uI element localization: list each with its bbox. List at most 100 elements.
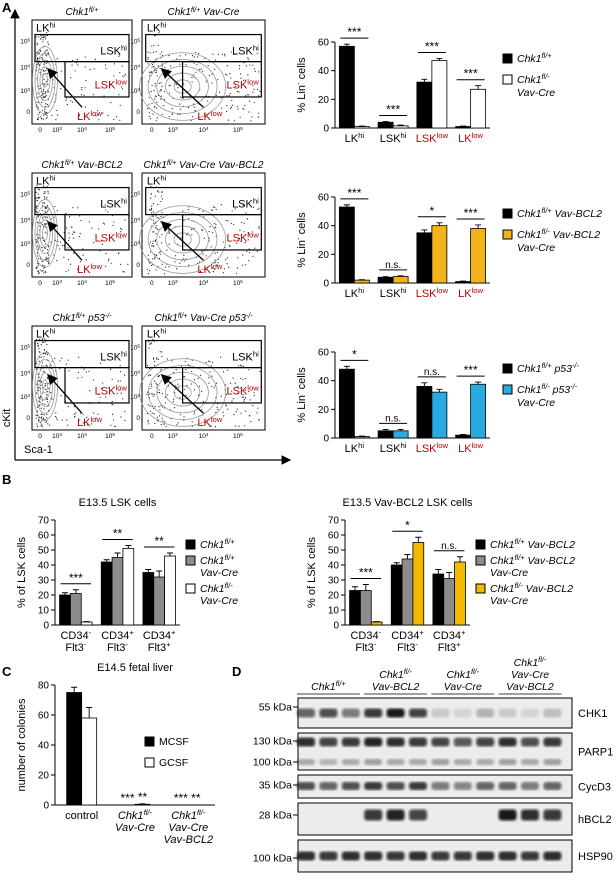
legend-label-part: Vav-Cre (200, 595, 238, 607)
x-tick-label-part: 3 (175, 279, 178, 284)
event-dot (107, 260, 109, 262)
x-tick-label-part: 3 (59, 279, 62, 284)
gate-label-part: low (90, 108, 102, 117)
event-dot (48, 261, 50, 263)
event-dot (159, 236, 161, 238)
event-dot (148, 393, 150, 395)
event-dot (45, 54, 47, 56)
event-dot (38, 116, 40, 118)
event-dot (159, 351, 161, 353)
event-dot (43, 352, 45, 355)
event-dot (179, 96, 181, 98)
blot-band (453, 759, 472, 765)
blot-band (297, 851, 315, 861)
gate (181, 214, 262, 251)
y-tick-label: 10 (38, 606, 50, 617)
event-dot (42, 249, 44, 251)
x-tick-label-part: - (89, 628, 92, 637)
event-dot (149, 387, 151, 389)
x-tick-label-part: LK (458, 288, 472, 300)
significance-label: *** (174, 791, 188, 805)
plot-title: Chk1fl/+ p53-/- (53, 313, 113, 325)
bar (360, 590, 372, 626)
blot-band (364, 737, 383, 747)
event-dot (153, 231, 155, 233)
y-tick-label-part: 4 (27, 369, 30, 374)
event-dot (40, 398, 42, 400)
event-dot (120, 392, 122, 394)
event-dot (41, 423, 43, 425)
event-dot (193, 106, 195, 108)
gate-label: LSKhi (100, 43, 127, 58)
event-dot (46, 248, 49, 251)
error-bar (475, 381, 482, 385)
gate-arrow (160, 67, 204, 108)
event-dot (179, 55, 181, 57)
blot-band (453, 782, 472, 790)
legend-label-part: Chk1 (517, 229, 542, 241)
event-dot (110, 102, 112, 104)
blot-band (386, 809, 405, 821)
legend-label-part: Vav-BCL2 (550, 229, 601, 241)
bar (353, 279, 370, 284)
event-dot (53, 72, 55, 74)
group-label-part: Vav-BCL2 (372, 681, 420, 693)
x-tick-label-part: LK (458, 443, 472, 455)
x-tick-label-part: 5 (112, 126, 115, 131)
event-dot (40, 413, 42, 415)
event-dot (173, 371, 175, 374)
x-tick-label: 105 (105, 279, 115, 288)
legend-label-part: Chk1 (517, 208, 542, 220)
event-dot (225, 259, 227, 261)
event-dot (59, 248, 61, 250)
event-dot (147, 63, 149, 65)
event-dot (216, 264, 218, 266)
event-dot (242, 378, 244, 380)
event-dot (45, 224, 47, 226)
event-dot (44, 192, 46, 194)
event-dot (35, 205, 37, 207)
flow-plot (139, 172, 266, 278)
legend-swatch (502, 363, 513, 374)
event-dot (82, 248, 84, 250)
event-dot (79, 232, 81, 235)
event-dot (155, 225, 157, 227)
x-tick-label-part: - (125, 640, 128, 649)
event-dot (119, 104, 121, 106)
y-tick-label: 104 (130, 63, 140, 72)
event-dot (151, 205, 153, 207)
event-dot (76, 61, 78, 64)
event-dot (185, 369, 187, 371)
event-dot (40, 344, 42, 346)
legend-label-part: fl/- (515, 581, 524, 590)
event-dot (197, 377, 199, 379)
event-dot (223, 268, 225, 270)
event-dot (43, 78, 45, 80)
contour (139, 52, 227, 121)
event-dot (43, 349, 45, 351)
event-dot (38, 376, 40, 378)
event-dot (41, 117, 43, 120)
event-dot (193, 413, 195, 415)
event-dot (46, 413, 48, 416)
blot-band (409, 851, 427, 861)
event-dot (207, 100, 209, 102)
x-tick-label: 0 (150, 127, 154, 134)
event-dot (119, 389, 121, 391)
event-dot (243, 396, 245, 398)
event-dot (161, 113, 163, 116)
event-dot (226, 105, 228, 107)
bar (142, 572, 155, 626)
y-tick-label: 105 (20, 343, 30, 352)
event-dot (150, 410, 152, 412)
event-dot (197, 53, 200, 55)
event-dot (46, 32, 48, 34)
event-dot (46, 394, 48, 396)
event-dot (154, 195, 156, 197)
x-tick-label: 104 (199, 279, 209, 288)
event-dot (48, 424, 51, 426)
error-bar (382, 276, 389, 278)
x-tick-label-part: 4 (84, 432, 87, 437)
event-dot (36, 414, 38, 417)
event-dot (187, 107, 190, 109)
